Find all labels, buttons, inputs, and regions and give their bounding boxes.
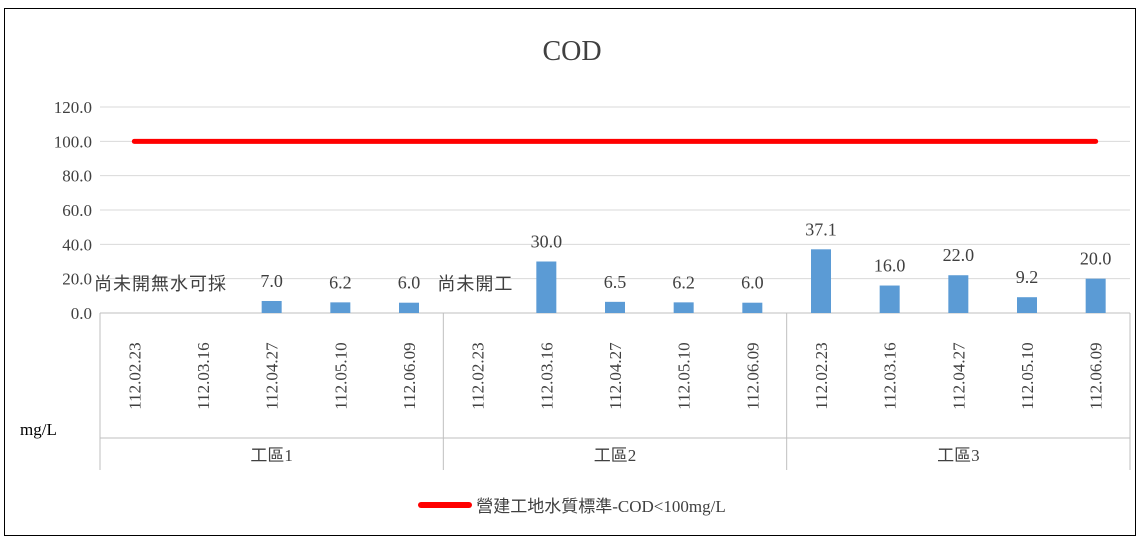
x-tick-label: 112.06.09	[400, 342, 419, 409]
legend-label-standard: 營建工地水質標準-COD<100mg/L	[476, 497, 726, 516]
x-tick-label: 112.05.10	[675, 342, 694, 409]
data-label: 20.0	[1080, 249, 1112, 269]
chart-title: COD	[542, 36, 602, 67]
x-tick-label: 112.02.23	[469, 342, 488, 409]
x-tick-label: 112.04.27	[606, 342, 625, 410]
unit-label: mg/L	[20, 420, 57, 439]
x-tick-label: 112.04.27	[263, 342, 282, 410]
bar	[742, 302, 763, 313]
bar	[879, 285, 900, 313]
y-tick-label: 20.0	[62, 270, 92, 289]
y-tick-label: 0.0	[71, 304, 92, 323]
data-label: 16.0	[874, 256, 906, 276]
data-label: 9.2	[1016, 267, 1039, 287]
data-label: 6.0	[741, 273, 764, 293]
legend-swatch-standard	[418, 501, 473, 508]
chart-frame	[4, 8, 1136, 536]
y-tick-label: 120.0	[54, 98, 92, 117]
bar	[330, 302, 351, 313]
bar	[605, 301, 625, 313]
bar	[1085, 278, 1106, 313]
group-label: 工區2	[594, 446, 637, 465]
data-label: 37.1	[805, 219, 837, 239]
bar	[811, 249, 831, 313]
y-tick-label: 60.0	[62, 201, 92, 220]
x-tick-label: 112.02.23	[125, 342, 144, 409]
bar	[1017, 297, 1037, 313]
x-tick-label: 112.05.10	[1018, 342, 1037, 409]
data-label: 6.0	[398, 273, 421, 293]
bar	[948, 275, 969, 313]
x-tick-label: 112.06.09	[743, 342, 762, 409]
x-tick-label: 112.06.09	[1087, 342, 1106, 409]
group-note: 尚未開無水可採	[94, 274, 227, 294]
legend: 營建工地水質標準-COD<100mg/L	[0, 492, 1144, 517]
data-label: 30.0	[531, 232, 563, 252]
bar	[399, 302, 419, 313]
x-tick-label: 112.05.10	[331, 342, 350, 409]
group-note: 尚未開工	[437, 274, 513, 294]
data-label: 7.0	[260, 271, 283, 291]
group-label: 工區1	[250, 446, 293, 465]
x-tick-label: 112.03.16	[537, 342, 556, 409]
x-tick-label: 112.03.16	[194, 342, 213, 409]
data-label: 22.0	[943, 245, 975, 265]
data-label: 6.2	[329, 272, 352, 292]
bar	[261, 300, 282, 313]
bar	[536, 261, 557, 313]
x-tick-label: 112.03.16	[881, 342, 900, 409]
data-label: 6.2	[672, 272, 695, 292]
data-label: 6.5	[604, 272, 627, 292]
y-tick-label: 80.0	[62, 167, 92, 186]
group-label: 工區3	[937, 446, 980, 465]
x-tick-label: 112.02.23	[812, 342, 831, 409]
y-tick-label: 40.0	[62, 235, 92, 254]
y-tick-label: 100.0	[54, 132, 92, 151]
bar	[673, 302, 694, 313]
x-tick-label: 112.04.27	[949, 342, 968, 410]
